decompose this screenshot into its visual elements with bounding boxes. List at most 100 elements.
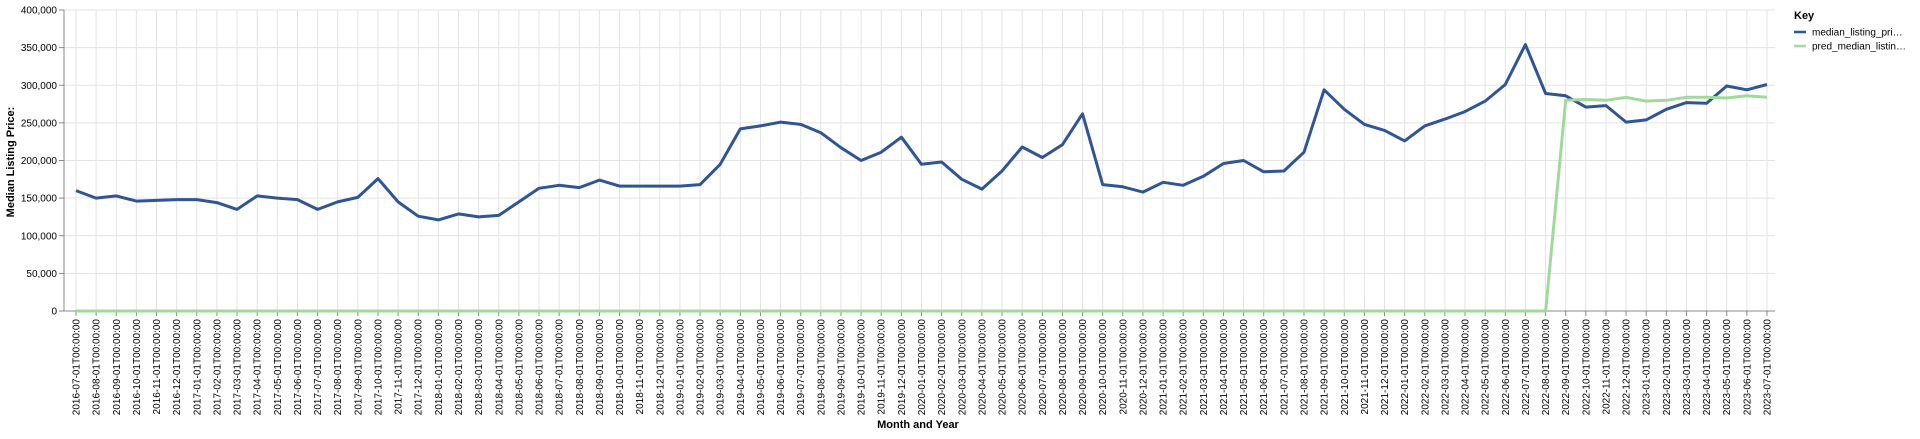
y-tick-label: 100,000 — [21, 231, 58, 242]
x-tick-label: 2018-12-01T00:00:00 — [655, 319, 666, 416]
x-tick-label: 2023-07-01T00:00:00 — [1763, 319, 1774, 416]
x-tick-label: 2022-08-01T00:00:00 — [1541, 319, 1552, 416]
x-tick-label: 2021-01-01T00:00:00 — [1159, 319, 1170, 416]
x-tick-label: 2017-05-01T00:00:00 — [273, 319, 284, 416]
x-tick-label: 2022-06-01T00:00:00 — [1501, 319, 1512, 416]
legend-label: pred_median_listin… — [1812, 42, 1906, 53]
x-tick-label: 2020-04-01T00:00:00 — [977, 319, 988, 416]
x-tick-label: 2021-03-01T00:00:00 — [1199, 319, 1210, 416]
x-tick-label: 2018-08-01T00:00:00 — [575, 319, 586, 416]
series-lines — [75, 43, 1768, 313]
x-tick-label: 2018-02-01T00:00:00 — [454, 319, 465, 416]
series-line-median-listing-price — [75, 43, 1768, 222]
x-tick-label: 2021-05-01T00:00:00 — [1239, 319, 1250, 416]
x-tick-label: 2023-04-01T00:00:00 — [1702, 319, 1713, 416]
x-tick-label: 2021-09-01T00:00:00 — [1320, 319, 1331, 416]
x-tick-label: 2023-03-01T00:00:00 — [1682, 319, 1693, 416]
x-tick-label: 2017-10-01T00:00:00 — [373, 319, 384, 416]
x-tick-label: 2021-08-01T00:00:00 — [1299, 319, 1310, 416]
y-axis-title: Median Listing Price: — [5, 107, 17, 218]
legend-items: median_listing_pri… pred_median_listin… — [1794, 28, 1906, 53]
x-tick-label: 2017-04-01T00:00:00 — [253, 319, 264, 416]
legend-title: Key — [1794, 10, 1815, 22]
x-tick-label: 2017-01-01T00:00:00 — [192, 319, 203, 416]
x-tick-label: 2017-07-01T00:00:00 — [313, 319, 324, 416]
legend: Key median_listing_pri… pred_median_listi… — [1794, 10, 1906, 53]
x-tick-label: 2021-10-01T00:00:00 — [1340, 319, 1351, 416]
x-tick-label: 2019-12-01T00:00:00 — [897, 319, 908, 416]
y-tick-label: 350,000 — [21, 43, 58, 54]
x-tick-label: 2019-09-01T00:00:00 — [836, 319, 847, 416]
x-tick-label: 2020-12-01T00:00:00 — [1138, 319, 1149, 416]
x-tick-label: 2020-05-01T00:00:00 — [998, 319, 1009, 416]
x-tick-label: 2020-09-01T00:00:00 — [1078, 319, 1089, 416]
x-tick-label: 2023-05-01T00:00:00 — [1722, 319, 1733, 416]
x-tick-label: 2016-12-01T00:00:00 — [172, 319, 183, 416]
x-tick-label: 2022-11-01T00:00:00 — [1601, 319, 1612, 415]
series-line-pred-median-listing-price — [76, 94, 1768, 313]
x-tick-label: 2018-07-01T00:00:00 — [555, 319, 566, 416]
x-tick-label: 2022-07-01T00:00:00 — [1521, 319, 1532, 416]
x-tick-label: 2019-03-01T00:00:00 — [716, 319, 727, 416]
x-tick-label: 2019-04-01T00:00:00 — [736, 319, 747, 416]
x-tick-label: 2017-09-01T00:00:00 — [353, 319, 364, 416]
x-tick-label: 2018-03-01T00:00:00 — [474, 319, 485, 416]
x-tick-label: 2020-06-01T00:00:00 — [1018, 319, 1029, 416]
x-tick-label: 2022-02-01T00:00:00 — [1420, 319, 1431, 416]
y-tick-label: 50,000 — [26, 269, 57, 280]
y-tick-label: 250,000 — [21, 118, 58, 129]
x-tick-label: 2022-12-01T00:00:00 — [1622, 319, 1633, 416]
gridlines — [64, 9, 1775, 312]
x-tick-label: 2017-08-01T00:00:00 — [333, 319, 344, 416]
x-tick-label: 2021-02-01T00:00:00 — [1179, 319, 1190, 416]
x-tick-label: 2019-08-01T00:00:00 — [816, 319, 827, 416]
x-tick-label: 2019-01-01T00:00:00 — [675, 319, 686, 416]
x-tick-label: 2018-04-01T00:00:00 — [494, 319, 505, 416]
x-tick-label: 2016-10-01T00:00:00 — [132, 319, 143, 416]
x-axis-title: Month and Year — [877, 419, 959, 431]
x-tick-label: 2017-11-01T00:00:00 — [394, 319, 405, 415]
x-tick-label: 2021-04-01T00:00:00 — [1219, 319, 1230, 416]
x-tick-label: 2019-10-01T00:00:00 — [857, 319, 868, 416]
x-tick-label: 2017-06-01T00:00:00 — [293, 319, 304, 416]
x-tick-label: 2020-10-01T00:00:00 — [1098, 319, 1109, 416]
x-tick-label: 2018-01-01T00:00:00 — [434, 319, 445, 416]
x-tick-label: 2022-10-01T00:00:00 — [1581, 319, 1592, 416]
x-tick-label: 2019-05-01T00:00:00 — [756, 319, 767, 416]
x-tick-label: 2017-03-01T00:00:00 — [233, 319, 244, 416]
x-tick-label: 2020-01-01T00:00:00 — [917, 319, 928, 416]
x-tick-label: 2017-02-01T00:00:00 — [212, 319, 223, 416]
x-tick-label: 2022-03-01T00:00:00 — [1440, 319, 1451, 416]
legend-label: median_listing_pri… — [1812, 28, 1903, 39]
x-tick-label: 2018-11-01T00:00:00 — [635, 319, 646, 415]
x-tick-label: 2022-05-01T00:00:00 — [1481, 319, 1492, 416]
x-tick-label: 2020-08-01T00:00:00 — [1058, 319, 1069, 416]
axes: 0 50,000 100,000 150,000 200,000 250,000 300,0… — [21, 6, 1775, 416]
x-tick-label: 2020-03-01T00:00:00 — [957, 319, 968, 416]
x-tick-label: 2020-02-01T00:00:00 — [937, 319, 948, 416]
x-tick-label: 2023-02-01T00:00:00 — [1662, 319, 1673, 416]
x-tick-label: 2019-06-01T00:00:00 — [776, 319, 787, 416]
x-tick-label: 2019-02-01T00:00:00 — [696, 319, 707, 416]
y-tick-label: 150,000 — [21, 194, 58, 205]
x-tick-label: 2016-08-01T00:00:00 — [92, 319, 103, 416]
x-tick-label: 2020-11-01T00:00:00 — [1118, 319, 1129, 415]
x-tick-label: 2023-06-01T00:00:00 — [1742, 319, 1753, 416]
y-tick-label: 200,000 — [21, 156, 58, 167]
x-tick-label: 2022-01-01T00:00:00 — [1400, 319, 1411, 416]
x-tick-label: 2016-07-01T00:00:00 — [72, 319, 83, 416]
x-tick-label: 2017-12-01T00:00:00 — [414, 319, 425, 416]
y-tick-label: 0 — [51, 307, 57, 318]
x-tick-label: 2021-06-01T00:00:00 — [1259, 319, 1270, 416]
x-tick-label: 2018-06-01T00:00:00 — [535, 319, 546, 416]
x-tick-label: 2022-04-01T00:00:00 — [1461, 319, 1472, 416]
x-tick-label: 2019-07-01T00:00:00 — [796, 319, 807, 416]
x-tick-label: 2021-12-01T00:00:00 — [1380, 319, 1391, 416]
x-tick-label: 2016-11-01T00:00:00 — [152, 319, 163, 415]
y-tick-label: 400,000 — [21, 6, 58, 17]
x-tick-label: 2022-09-01T00:00:00 — [1561, 319, 1572, 416]
x-tick-label: 2023-01-01T00:00:00 — [1642, 319, 1653, 416]
x-tick-label: 2021-11-01T00:00:00 — [1360, 319, 1371, 415]
x-tick-label: 2021-07-01T00:00:00 — [1279, 319, 1290, 416]
